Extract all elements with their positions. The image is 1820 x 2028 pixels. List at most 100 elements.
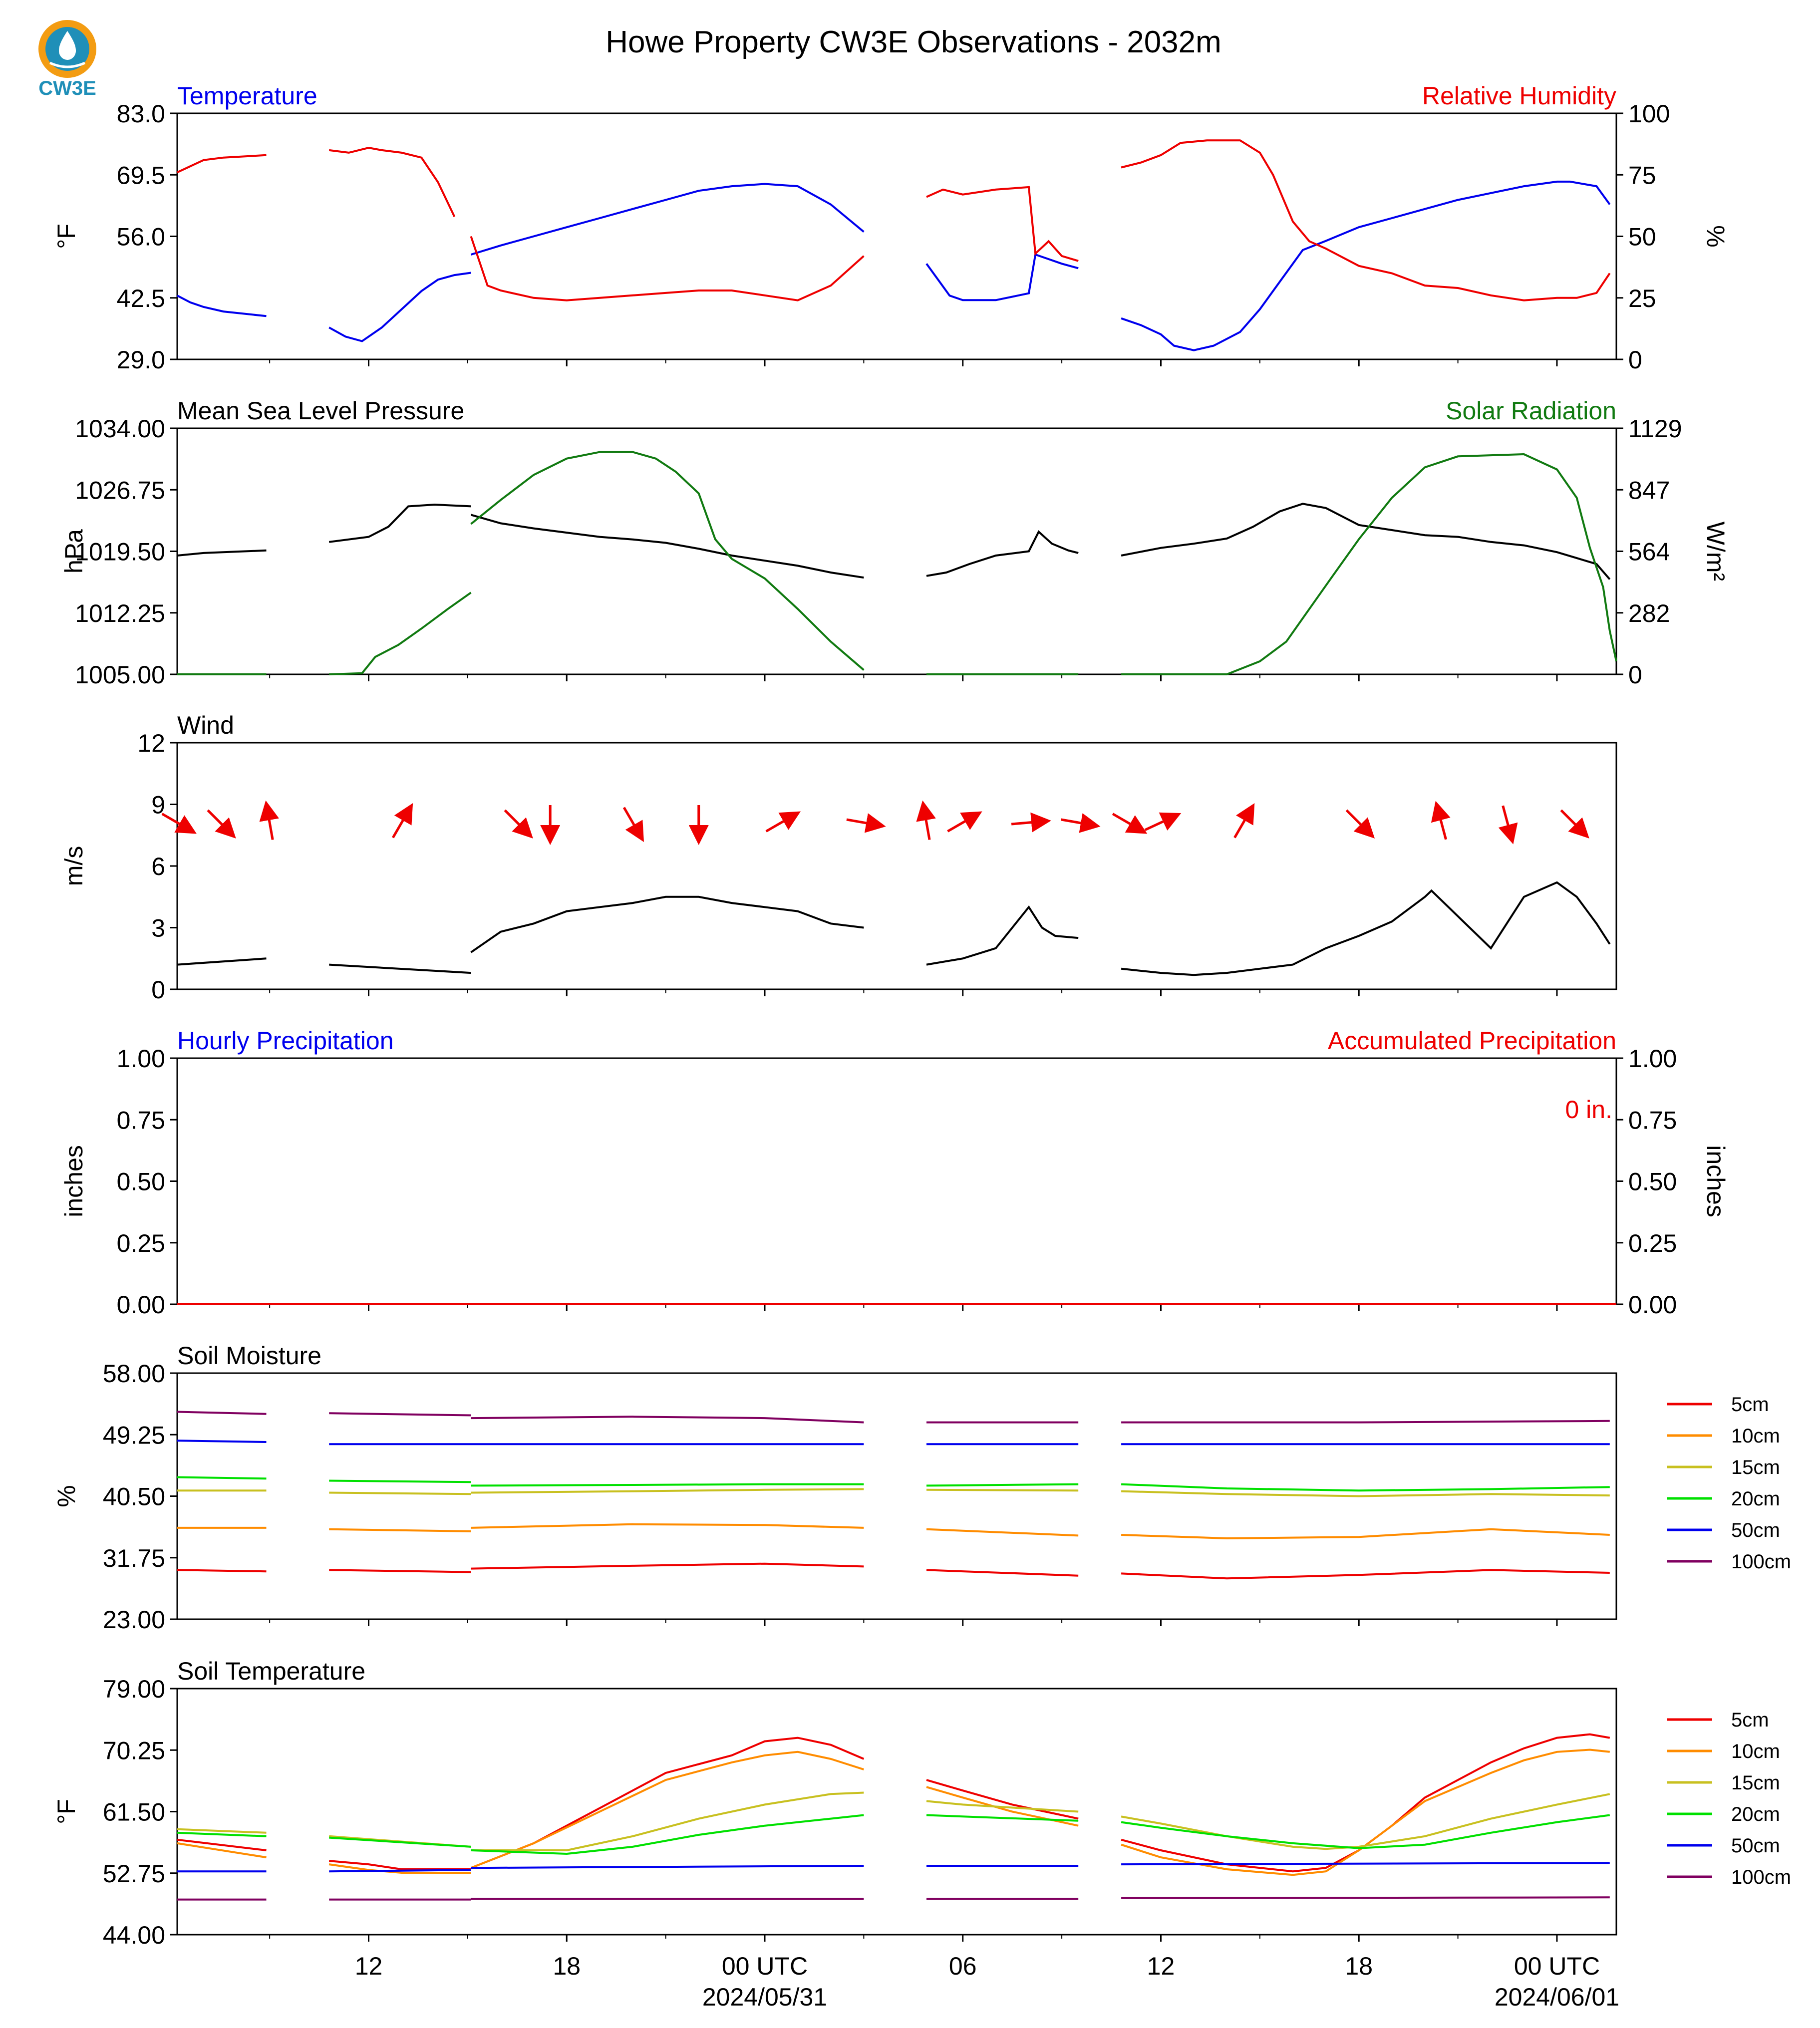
series-line-5cm [1121,1733,1610,1873]
wind-left-tick-label: 3 [151,914,165,942]
pressure-right-tick-label: 847 [1628,476,1670,504]
precip-frame [176,1057,1617,1305]
legend-label: 20cm [1731,1488,1780,1510]
precip-right-tick-label: 0.25 [1628,1229,1677,1257]
soil_moisture-left-tick-label: 23.00 [103,1606,165,1634]
wind-frame [176,742,1617,990]
series-line-20cm [1121,1814,1610,1849]
series-line-mean-sea-level-pressure [470,514,864,579]
wind-arrow [1011,812,1051,833]
legend-label: 10cm [1731,1740,1780,1762]
wind-arrow [765,811,801,833]
series-line-relative-humidity [328,146,456,217]
series-line-20cm [1121,1483,1610,1492]
temperature-right-title: Relative Humidity [1422,82,1616,110]
series-line-15cm [329,1491,471,1495]
series-line-10cm [926,1528,1079,1537]
precip-right-tick-label: 0.75 [1628,1106,1677,1134]
temperature-y2-axis-label: % [1702,225,1730,247]
wind-left-tick-label: 6 [151,853,165,880]
soil_temperature-left-title: Soil Temperature [177,1657,365,1685]
legend-label: 15cm [1731,1456,1780,1478]
series-line-50cm [1121,1862,1610,1866]
series-line-wind-speed [1121,881,1611,976]
temperature-frame [176,112,1617,360]
series-line-5cm [926,1569,1079,1577]
series-line-5cm [177,1838,267,1851]
precip-right-tick-label: 0.50 [1628,1168,1677,1196]
series-line-100cm [177,1411,267,1415]
series-line-5cm [329,1569,471,1573]
temperature-right-tick-label: 25 [1628,285,1656,312]
series-line-20cm [177,1476,267,1480]
series-line-solar-radiation [329,591,472,675]
legend-label: 10cm [1731,1425,1780,1447]
pressure-left-tick-label: 1026.75 [75,476,165,504]
time-tick-label: 12 [1147,1952,1175,1980]
precip-right-tick-label: 1.00 [1628,1045,1677,1073]
series-line-50cm [177,1440,267,1443]
series-line-wind-speed [329,963,471,974]
pressure-frame [176,427,1617,675]
series-line-10cm [177,1842,267,1859]
series-line-5cm [177,1569,267,1573]
legend-label: 20cm [1731,1803,1780,1825]
legend-label: 5cm [1731,1394,1769,1416]
series-line-15cm [177,1828,267,1834]
series-line-temperature [328,272,471,342]
soil_moisture-left-title: Soil Moisture [177,1342,321,1370]
series-line-relative-humidity [470,236,865,301]
temperature-left-tick-label: 29.0 [117,346,165,374]
time-tick-label: 12 [355,1952,383,1980]
temperature-y-axis-label: °F [52,224,80,249]
series-line-15cm [471,1488,864,1494]
series-line-temperature [470,183,865,256]
pressure-right-tick-label: 564 [1628,538,1670,566]
series-line-10cm [1121,1748,1610,1876]
series-line-5cm [471,1562,864,1570]
soil_moisture-left-tick-label: 40.50 [103,1483,165,1511]
precip-left-tick-label: 0.50 [117,1168,165,1196]
series-line-10cm [926,1786,1079,1827]
series-line-wind-speed [926,905,1079,966]
legend-label: 50cm [1731,1519,1780,1541]
cw3e-logo: CW3E [38,20,96,99]
pressure-left-tick-label: 1034.00 [75,415,165,443]
precip-right-title: Accumulated Precipitation [1328,1027,1616,1055]
logo-drop-icon [59,31,76,60]
pressure-right-tick-label: 1129 [1628,415,1682,443]
precip-left-tick-label: 1.00 [117,1045,165,1073]
soil_temperature-left-tick-label: 79.00 [103,1675,165,1703]
series-line-relative-humidity [177,154,267,174]
precip-y-axis-label: inches [60,1145,88,1217]
soil_temperature-left-tick-label: 52.75 [103,1860,165,1888]
wind-arrow [1112,813,1148,834]
series-line-20cm [926,1814,1079,1822]
series-line-mean-sea-level-pressure [926,530,1079,577]
wind-left-tick-label: 0 [151,976,165,1004]
series-line-15cm [926,1800,1079,1813]
series-line-relative-humidity [1121,139,1611,301]
wind-arrow [1560,809,1589,839]
series-line-mean-sea-level-pressure [177,549,267,557]
precip-left-tick-label: 0.00 [117,1291,165,1319]
date-label: 2024/05/31 [702,1983,827,2011]
series-line-20cm [471,1483,864,1487]
pressure-right-title: Solar Radiation [1446,397,1616,425]
series-line-mean-sea-level-pressure [328,503,471,543]
precip-left-tick-label: 0.75 [117,1106,165,1134]
pressure-y-axis-label: hPa [60,529,88,574]
soil_temperature-left-tick-label: 70.25 [103,1737,165,1764]
pressure-left-tick-label: 1019.50 [75,538,165,566]
soil_temperature-y-axis-label: °F [52,1799,80,1824]
precip-left-tick-label: 0.25 [117,1229,165,1257]
wind-arrow [947,811,982,833]
temperature-left-title: Temperature [177,82,317,110]
series-line-wind-speed [470,895,864,953]
series-line-10cm [1121,1528,1610,1540]
series-line-50cm [471,1865,864,1869]
series-line-10cm [329,1528,471,1532]
series-line-5cm [470,1737,865,1869]
wind-left-title: Wind [177,711,234,739]
